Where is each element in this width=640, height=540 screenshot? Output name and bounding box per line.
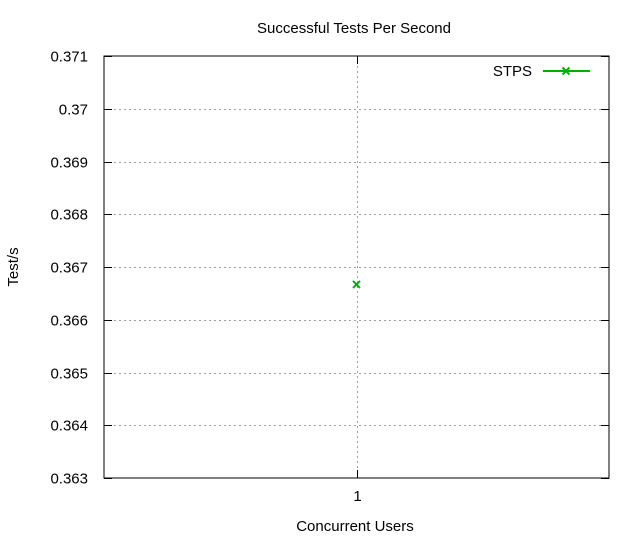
x-axis-ticks: 1 [353, 56, 362, 505]
chart-title: Successful Tests Per Second [257, 20, 451, 37]
y-axis-label: Test/s [5, 247, 22, 286]
y-tick-label: 0.37 [59, 102, 88, 119]
marker-stroke [561, 66, 571, 76]
y-tick-label: 0.366 [50, 313, 88, 330]
legend-marker-x-icon [561, 66, 571, 76]
x-tick-label: 1 [353, 488, 361, 505]
data-series [352, 280, 361, 289]
data-point-marker [352, 280, 361, 289]
grid-lines [104, 56, 609, 478]
marker-stroke [352, 280, 361, 289]
legend: STPS [493, 63, 590, 80]
x-axis-label: Concurrent Users [296, 518, 414, 535]
legend-marker-x [561, 66, 571, 76]
y-tick-label: 0.365 [50, 366, 88, 383]
legend-entry-label: STPS [493, 63, 532, 80]
y-axis-ticks: 0.363 0.364 0.365 0.366 0.367 0.368 0.369 0.37 0… [50, 49, 609, 488]
y-tick-label: 0.368 [50, 207, 88, 224]
y-tick-label: 0.364 [50, 418, 88, 435]
y-tick-label: 0.369 [50, 155, 88, 172]
y-tick-label: 0.367 [50, 260, 88, 277]
y-tick-label: 0.371 [50, 49, 88, 66]
y-tick-label: 0.363 [50, 471, 88, 488]
